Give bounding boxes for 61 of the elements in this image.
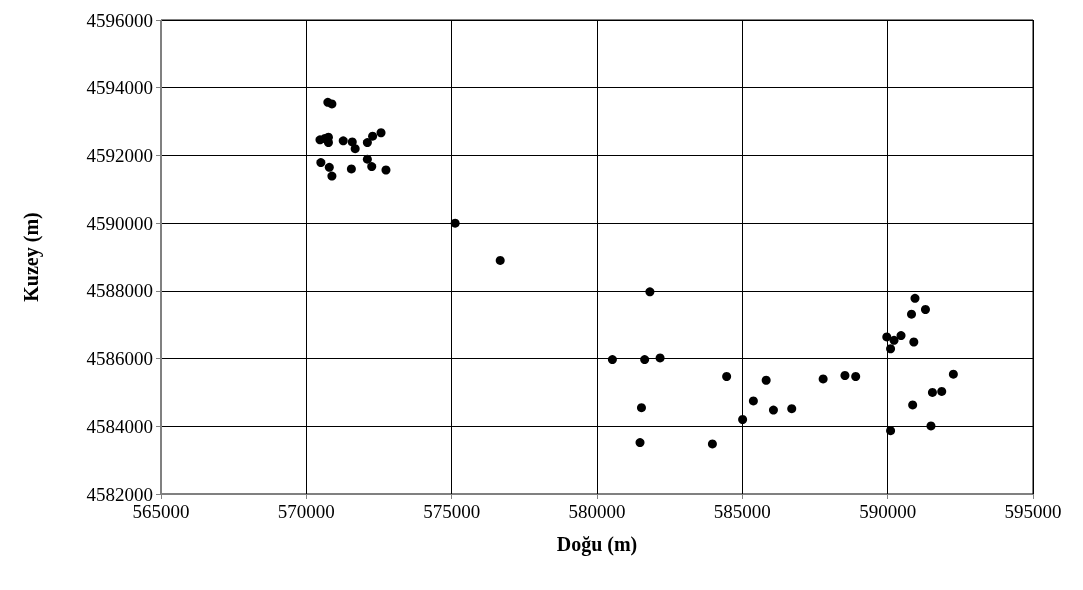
point xyxy=(889,335,899,345)
x-tick-label: 575000 xyxy=(423,501,481,522)
point xyxy=(324,162,334,172)
point xyxy=(840,371,850,380)
y-tick-label: 4588000 xyxy=(86,280,153,302)
point xyxy=(350,144,360,154)
point xyxy=(327,99,337,109)
x-tick-label: 580000 xyxy=(568,501,626,522)
y-axis-title: Kuzey (m) xyxy=(20,212,43,302)
point xyxy=(910,293,920,303)
point xyxy=(722,372,732,382)
point xyxy=(495,255,505,265)
point xyxy=(636,403,646,413)
point xyxy=(362,154,372,164)
point xyxy=(607,355,617,365)
point xyxy=(886,344,896,354)
point xyxy=(707,439,717,449)
point xyxy=(346,164,356,174)
y-tick-label: 4584000 xyxy=(86,415,153,437)
point xyxy=(926,421,936,431)
point xyxy=(937,386,947,396)
point xyxy=(948,369,958,379)
point xyxy=(909,337,919,347)
point xyxy=(368,131,378,141)
point xyxy=(738,415,748,425)
point xyxy=(347,137,357,147)
point xyxy=(907,309,916,319)
point xyxy=(640,355,650,365)
point xyxy=(818,374,828,384)
point xyxy=(376,128,386,138)
y-tick-label: 4586000 xyxy=(86,348,153,370)
point xyxy=(645,287,655,297)
point xyxy=(635,438,645,448)
point xyxy=(655,353,665,363)
x-tick-label: 570000 xyxy=(277,501,335,522)
point xyxy=(748,396,758,406)
point xyxy=(367,162,377,172)
point xyxy=(882,332,892,342)
point xyxy=(338,136,348,146)
point xyxy=(787,404,797,414)
x-tick-label: 595000 xyxy=(1004,501,1062,522)
point xyxy=(896,331,906,341)
x-axis-title: Doğu (m) xyxy=(556,533,638,556)
point xyxy=(450,218,460,228)
point xyxy=(761,375,771,385)
point xyxy=(362,138,372,148)
y-tick-label: 4592000 xyxy=(86,144,153,166)
point xyxy=(381,165,391,175)
y-tick-label: 4594000 xyxy=(86,77,153,99)
x-tick-label: 585000 xyxy=(713,501,771,522)
x-tick-label: 590000 xyxy=(859,501,917,522)
point xyxy=(851,372,861,382)
y-tick-label: 4596000 xyxy=(86,9,153,31)
point xyxy=(327,171,337,181)
point xyxy=(316,158,326,168)
point xyxy=(768,405,778,415)
y-tick-label: 4590000 xyxy=(86,212,153,234)
point xyxy=(908,400,918,410)
point xyxy=(920,304,930,314)
point xyxy=(886,426,896,436)
point xyxy=(927,387,937,397)
